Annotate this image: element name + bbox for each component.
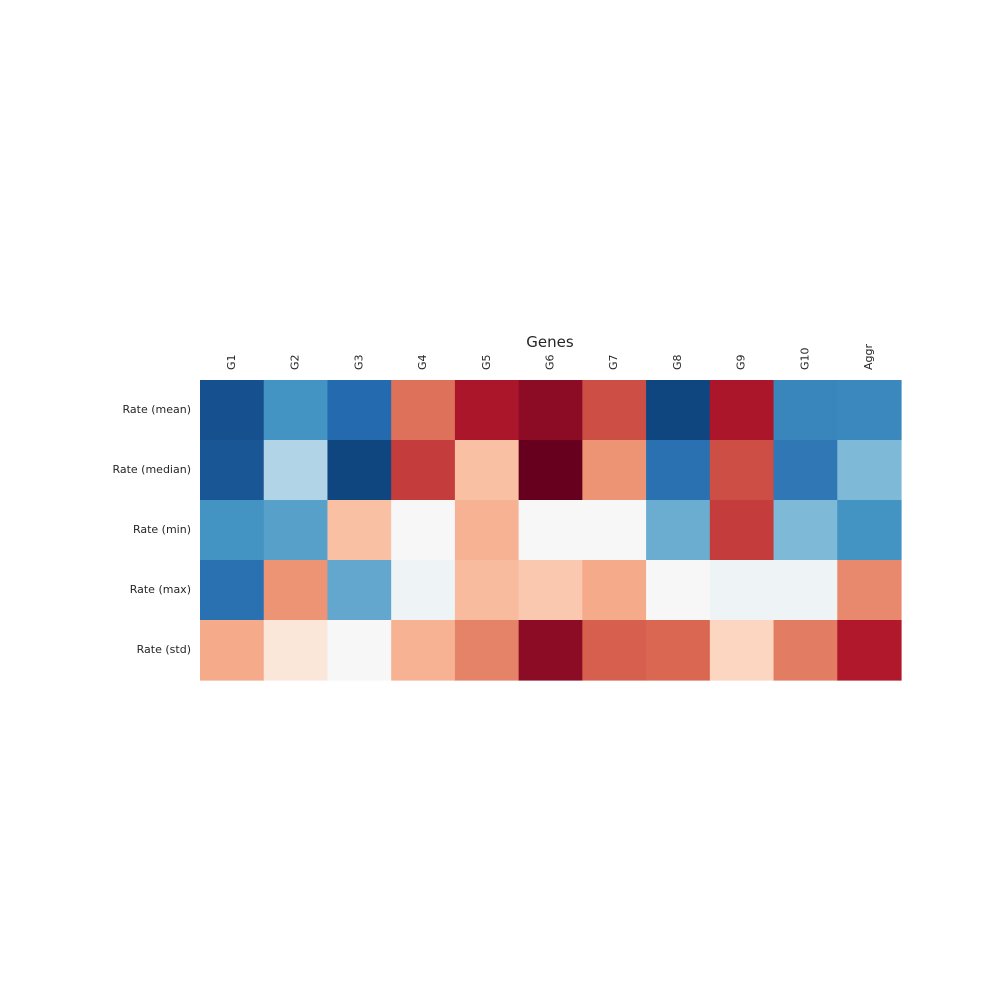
heatmap-cell — [646, 620, 711, 681]
heatmap-cell — [263, 620, 329, 681]
heatmap-cell — [837, 380, 902, 441]
row-tick-label: Rate (std) — [137, 643, 191, 656]
heatmap-cell — [837, 620, 902, 681]
heatmap-cell — [646, 500, 711, 561]
heatmap-cell — [391, 500, 456, 561]
heatmap-cell — [773, 440, 838, 501]
heatmap-cell — [582, 560, 647, 621]
heatmap-cell — [709, 560, 775, 621]
heatmap-cell — [200, 440, 265, 501]
row-tick-label: Rate (median) — [112, 463, 191, 476]
heatmap-cell — [454, 440, 520, 501]
heatmap-cell — [263, 380, 329, 441]
heatmap-cell — [709, 380, 775, 441]
column-tick-label: G9 — [735, 354, 748, 370]
column-tick-label: Aggr — [862, 344, 875, 370]
heatmap-cell — [837, 560, 902, 621]
heatmap-cell — [327, 620, 392, 681]
heatmap-cell — [327, 440, 392, 501]
column-tick-label: G5 — [480, 354, 493, 370]
heatmap-cell — [582, 440, 647, 501]
heatmap-cells — [200, 380, 902, 681]
column-tick-label: G8 — [671, 354, 684, 370]
heatmap-cell — [454, 620, 520, 681]
heatmap-cell — [263, 500, 329, 561]
column-tick-labels: G1 G2 G3 G4 G5 G6 G7 G8 G9 G10 Aggr — [225, 344, 875, 370]
heatmap-cell — [200, 380, 265, 441]
row-tick-label: Rate (mean) — [123, 403, 192, 416]
heatmap-cell — [773, 620, 838, 681]
column-tick-label: G10 — [798, 347, 811, 370]
heatmap-cell — [518, 500, 583, 561]
heatmap-cell — [773, 500, 838, 561]
column-tick-label: G6 — [544, 354, 557, 370]
heatmap-cell — [391, 620, 456, 681]
heatmap-cell — [391, 380, 456, 441]
heatmap-cell — [709, 440, 775, 501]
heatmap-cell — [518, 620, 583, 681]
heatmap-cell — [646, 440, 711, 501]
column-tick-label: G4 — [416, 354, 429, 370]
heatmap-cell — [518, 560, 583, 621]
column-tick-label: G7 — [607, 354, 620, 370]
heatmap-cell — [454, 500, 520, 561]
heatmap-cell — [773, 380, 838, 441]
heatmap-cell — [518, 380, 583, 441]
row-tick-label: Rate (max) — [130, 583, 191, 596]
heatmap-cell — [646, 380, 711, 441]
heatmap-cell — [837, 440, 902, 501]
heatmap-cell — [709, 620, 775, 681]
heatmap-cell — [646, 560, 711, 621]
heatmap-cell — [327, 500, 392, 561]
row-tick-label: Rate (min) — [133, 523, 191, 536]
column-tick-label: G3 — [352, 354, 365, 370]
column-axis-title: Genes — [526, 333, 574, 351]
heatmap-cell — [773, 560, 838, 621]
column-tick-label: G2 — [289, 354, 302, 370]
heatmap-cell — [391, 440, 456, 501]
heatmap-cell — [327, 560, 392, 621]
heatmap-cell — [454, 560, 520, 621]
heatmap-cell — [200, 560, 265, 621]
heatmap-cell — [263, 560, 329, 621]
heatmap-cell — [454, 380, 520, 441]
row-tick-labels: Rate (mean) Rate (median) Rate (min) Rate (… — [112, 403, 191, 656]
heatmap-cell — [518, 440, 583, 501]
heatmap-cell — [837, 500, 902, 561]
heatmap-cell — [200, 500, 265, 561]
heatmap-cell — [709, 500, 775, 561]
column-tick-label: G1 — [225, 354, 238, 370]
heatmap-cell — [200, 620, 265, 681]
heatmap-cell — [582, 500, 647, 561]
heatmap-cell — [263, 440, 329, 501]
heatmap-cell — [327, 380, 392, 441]
heatmap-cell — [582, 380, 647, 441]
heatmap-cell — [582, 620, 647, 681]
heatmap-cell — [391, 560, 456, 621]
